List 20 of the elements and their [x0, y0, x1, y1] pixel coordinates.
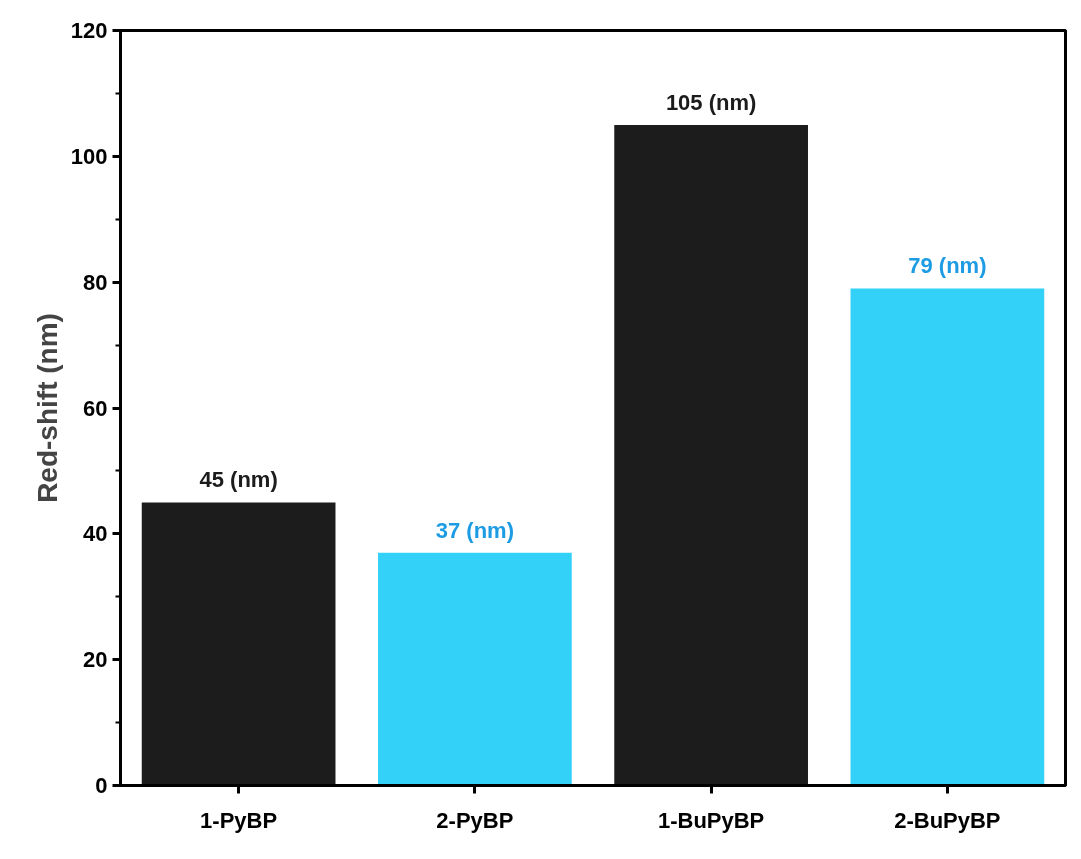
bar	[614, 124, 808, 786]
bar	[850, 288, 1045, 786]
y-tick-label: 0	[95, 773, 108, 798]
y-tick-label: 120	[70, 18, 108, 43]
bar	[378, 552, 572, 786]
data-label: 79 (nm)	[908, 253, 987, 279]
data-label: 45 (nm)	[199, 467, 278, 493]
y-tick-label: 40	[83, 521, 108, 547]
data-label: 105 (nm)	[665, 89, 757, 115]
x-tick-label: 2-BuPyBP	[894, 807, 1001, 833]
y-tick-label: 100	[70, 143, 108, 169]
bar	[141, 502, 336, 786]
y-tick-label: 60	[83, 395, 108, 421]
y-tick-label: 20	[83, 647, 108, 673]
data-label: 37 (nm)	[435, 517, 515, 543]
y-tick-label: 80	[83, 269, 108, 295]
x-tick-label: 1-PyBP	[200, 807, 278, 833]
x-tick-label: 1-BuPyBP	[657, 807, 765, 833]
x-tick-label: 2-PyBP	[436, 807, 514, 833]
y-axis-title: Red-shift (nm)	[31, 313, 63, 503]
